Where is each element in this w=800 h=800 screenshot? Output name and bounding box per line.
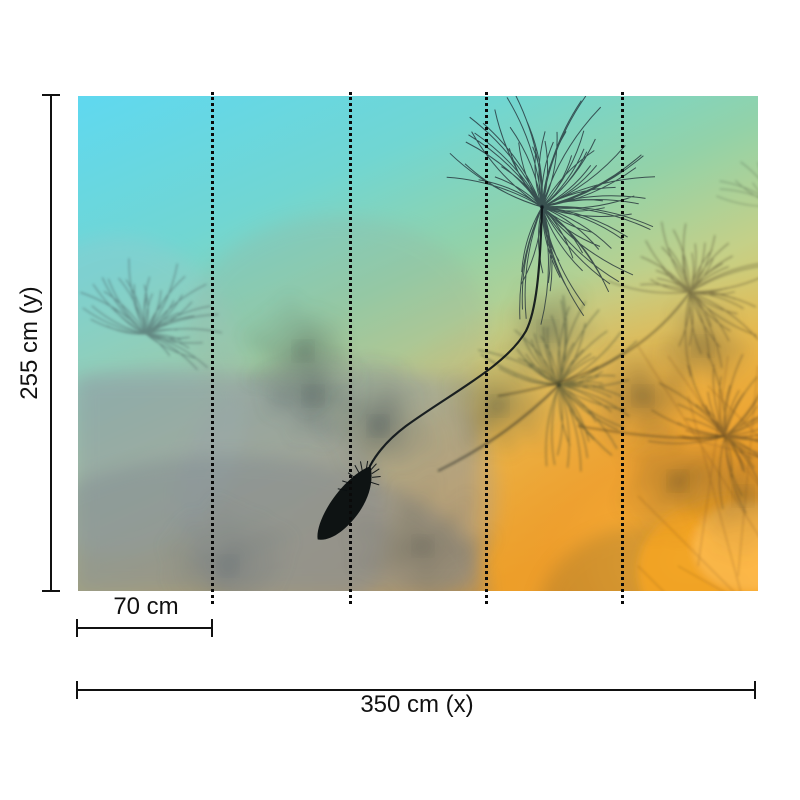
svg-text:70 cm: 70 cm bbox=[113, 593, 178, 620]
svg-text:255 cm (y): 255 cm (y) bbox=[16, 286, 43, 399]
svg-text:350 cm (x): 350 cm (x) bbox=[360, 691, 473, 718]
